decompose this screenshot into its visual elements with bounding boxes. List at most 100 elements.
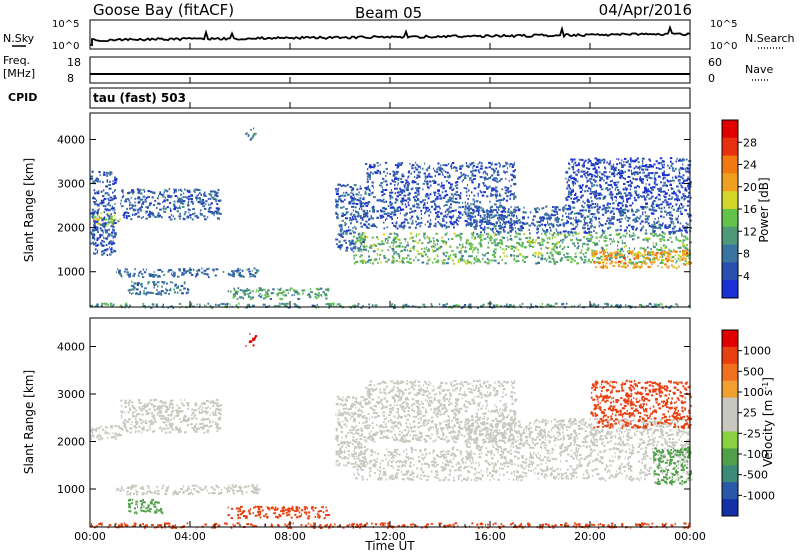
data-cell	[679, 222, 682, 225]
data-cell	[477, 194, 479, 197]
data-cell	[647, 257, 650, 260]
data-cell	[592, 163, 595, 166]
data-cell	[393, 171, 396, 174]
data-cell	[406, 181, 409, 184]
data-cell	[148, 212, 150, 215]
data-cell	[629, 188, 631, 191]
data-cell	[509, 212, 513, 215]
data-cell	[634, 211, 638, 213]
data-cell	[492, 216, 495, 219]
data-cell	[466, 239, 468, 242]
data-cell	[586, 199, 590, 202]
data-cell	[365, 163, 368, 165]
data-cell	[395, 260, 398, 263]
data-cell	[628, 247, 630, 250]
data-cell	[393, 252, 395, 255]
data-cell	[95, 427, 97, 430]
data-cell	[540, 217, 543, 219]
data-cell	[577, 171, 580, 174]
data-cell	[400, 209, 402, 212]
data-cell	[582, 170, 586, 173]
data-cell	[441, 260, 443, 263]
data-cell	[181, 273, 184, 276]
data-cell	[97, 219, 100, 222]
data-cell	[480, 219, 484, 222]
data-cell	[420, 252, 423, 255]
data-cell	[522, 255, 524, 258]
data-cell	[102, 173, 106, 176]
data-cell	[442, 251, 445, 254]
data-cell	[97, 427, 100, 430]
data-cell	[423, 233, 426, 236]
data-cell	[103, 197, 107, 200]
data-cell	[311, 291, 313, 294]
data-cell	[373, 225, 376, 228]
data-cell	[103, 236, 105, 239]
data-cell	[174, 190, 176, 193]
data-cell	[593, 226, 596, 229]
data-cell	[448, 207, 450, 210]
freq-tick-bottom: 8	[67, 72, 74, 85]
data-cell	[475, 223, 477, 226]
data-cell	[107, 223, 109, 226]
data-cell	[510, 226, 514, 229]
data-cell	[576, 247, 579, 250]
data-cell	[256, 288, 258, 291]
data-cell	[637, 257, 639, 260]
data-cell	[424, 203, 426, 206]
data-cell	[642, 171, 645, 174]
data-cell	[615, 186, 619, 189]
data-cell	[430, 201, 432, 203]
cpid-label: CPID	[8, 91, 37, 104]
data-cell	[501, 210, 505, 213]
data-cell	[128, 275, 131, 278]
data-cell	[516, 206, 519, 209]
data-cell	[671, 214, 674, 217]
data-cell	[614, 167, 617, 170]
data-cell	[141, 431, 143, 434]
data-cell	[613, 237, 614, 240]
data-cell	[618, 162, 621, 165]
data-cell	[336, 200, 339, 203]
data-cell	[686, 248, 688, 251]
data-cell	[245, 133, 247, 136]
data-cell	[501, 216, 504, 219]
data-cell	[185, 271, 187, 273]
data-cell	[536, 236, 540, 239]
data-cell	[450, 222, 453, 225]
data-cell	[683, 159, 685, 161]
data-cell	[611, 198, 613, 201]
data-cell	[96, 179, 99, 181]
data-cell	[513, 254, 516, 257]
data-cell	[669, 180, 672, 183]
data-cell	[424, 223, 426, 226]
data-cell	[608, 193, 612, 196]
data-cell	[219, 213, 222, 215]
data-cell	[444, 190, 447, 193]
data-cell	[399, 225, 401, 228]
data-cell	[580, 258, 584, 261]
data-cell	[436, 259, 440, 262]
data-cell	[352, 250, 355, 253]
data-cell	[685, 230, 687, 233]
data-cell	[417, 217, 420, 220]
data-cell	[363, 236, 365, 239]
data-cell	[421, 254, 424, 257]
data-cell	[112, 236, 114, 239]
data-cell	[477, 192, 479, 195]
data-cell	[522, 216, 525, 219]
data-cell	[464, 208, 467, 211]
data-cell	[152, 214, 155, 217]
data-cell	[227, 290, 230, 293]
data-cell	[289, 287, 293, 290]
data-cell	[107, 437, 109, 439]
data-cell	[595, 191, 598, 194]
data-cell	[587, 158, 590, 161]
data-cell	[470, 221, 472, 224]
data-cell	[541, 241, 544, 244]
data-cell	[506, 236, 508, 239]
data-cell	[372, 223, 376, 226]
data-cell	[104, 205, 107, 208]
data-cell	[587, 224, 589, 227]
data-cell	[509, 165, 511, 168]
